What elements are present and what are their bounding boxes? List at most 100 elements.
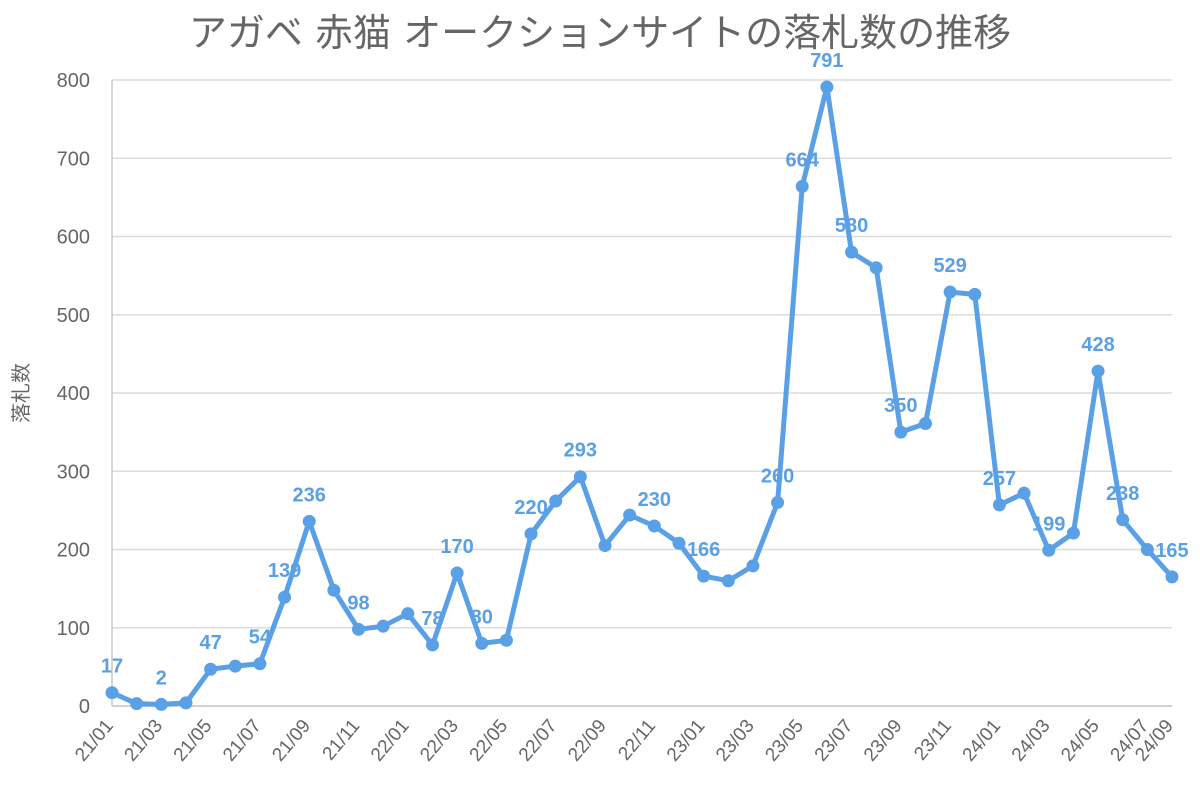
y-tick-label: 0 (79, 696, 90, 718)
x-tick-label: 22/05 (466, 716, 513, 766)
data-label: 54 (249, 627, 272, 649)
y-tick-label: 800 (57, 70, 90, 92)
data-label: 166 (687, 539, 720, 561)
data-point (204, 662, 218, 676)
data-point (943, 285, 957, 299)
data-point (105, 686, 119, 700)
x-tick-label: 21/05 (170, 716, 217, 766)
data-point (130, 697, 144, 711)
data-point (1165, 570, 1179, 584)
data-label: 580 (835, 215, 868, 237)
series-line (109, 84, 1175, 707)
data-point (845, 245, 859, 259)
data-label: 17 (101, 656, 123, 678)
data-point (376, 619, 390, 633)
data-label: 236 (293, 484, 326, 506)
data-label: 260 (761, 466, 794, 488)
x-tick-label: 22/03 (416, 716, 463, 766)
data-label: 139 (268, 560, 301, 582)
data-label: 529 (933, 255, 966, 277)
data-point (820, 80, 834, 94)
data-point (228, 659, 242, 673)
axes: 0 100 200 300 400 500 600 700 800 21/01 21/03 21/05… (57, 70, 1178, 766)
data-point (499, 633, 513, 647)
x-tick-label: 23/05 (761, 716, 808, 766)
x-tick-label: 21/03 (120, 716, 167, 766)
series (105, 80, 1179, 711)
data-point (894, 425, 908, 439)
data-label: 170 (440, 536, 473, 558)
data-point (475, 636, 489, 650)
data-point (549, 494, 563, 508)
data-label: 199 (1032, 513, 1065, 535)
data-label: 257 (983, 468, 1016, 490)
data-label: 664 (786, 149, 820, 171)
x-tick-label: 24/01 (959, 716, 1006, 766)
x-tick-label: 23/01 (663, 716, 710, 766)
data-point (721, 574, 735, 588)
x-tick-label: 23/09 (860, 716, 907, 766)
data-point (154, 697, 168, 711)
data-label: 80 (471, 606, 493, 628)
data-point (253, 657, 267, 671)
data-point (1017, 486, 1031, 500)
data-point (352, 622, 366, 636)
y-tick-label: 600 (57, 227, 90, 249)
data-point (623, 508, 637, 522)
data-point (869, 261, 883, 275)
x-tick-label: 24/03 (1008, 716, 1055, 766)
data-point (598, 539, 612, 553)
data-label: 238 (1106, 483, 1139, 505)
data-label: 220 (514, 497, 547, 519)
data-label: 98 (347, 592, 369, 614)
data-point (524, 527, 538, 541)
data-label: 2 (156, 667, 167, 689)
data-point (1042, 543, 1056, 557)
data-point (302, 514, 316, 528)
x-tick-label: 23/03 (712, 716, 759, 766)
data-point (278, 590, 292, 604)
data-point (697, 569, 711, 583)
data-point (918, 417, 932, 431)
data-point (795, 179, 809, 193)
data-point (425, 638, 439, 652)
gridlines (112, 79, 1172, 707)
x-tick-label: 21/07 (219, 716, 266, 766)
data-point (573, 470, 587, 484)
data-point (450, 566, 464, 580)
y-tick-label: 700 (57, 148, 90, 170)
y-tick-label: 100 (57, 618, 90, 640)
data-point (1140, 543, 1154, 556)
x-tick-label: 23/07 (811, 716, 858, 766)
data-point (968, 287, 982, 301)
data-point (992, 498, 1006, 512)
data-label: 350 (884, 395, 917, 417)
x-tick-label: 22/09 (564, 716, 611, 766)
data-point (1091, 364, 1105, 378)
y-tick-label: 500 (57, 305, 90, 327)
x-tick-label: 21/11 (319, 716, 365, 765)
data-label: 428 (1081, 334, 1114, 356)
x-tick-label: 24/05 (1057, 716, 1104, 766)
data-label: 47 (199, 632, 221, 654)
data-point (179, 696, 193, 710)
data-label: 78 (421, 608, 443, 630)
data-point (1116, 513, 1130, 527)
data-point (647, 519, 661, 533)
data-point (746, 559, 760, 573)
x-tick-label: 21/09 (268, 716, 315, 766)
y-tick-label: 400 (57, 383, 90, 405)
x-tick-label: 22/07 (515, 716, 562, 766)
y-tick-label: 200 (57, 540, 90, 562)
x-tick-label: 22/01 (367, 716, 414, 766)
y-tick-label: 300 (57, 461, 90, 483)
data-point (1066, 526, 1080, 540)
data-point (672, 536, 686, 550)
x-tick-label: 23/11 (910, 716, 956, 765)
data-point (771, 496, 785, 510)
x-tick-label: 22/11 (614, 716, 660, 765)
y-axis-label: 落札数 (9, 363, 33, 423)
data-point (401, 607, 415, 621)
